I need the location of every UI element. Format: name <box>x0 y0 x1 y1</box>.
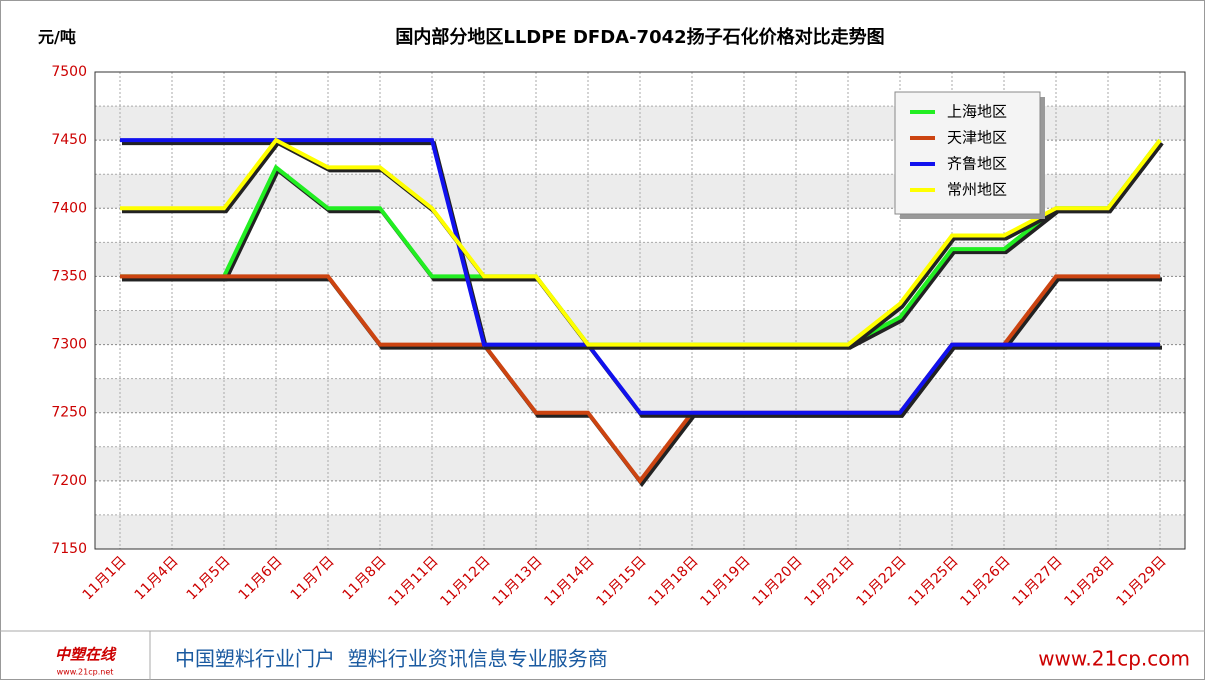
chart-title: 国内部分地区LLDPE DFDA-7042扬子石化价格对比走势图 <box>395 26 884 48</box>
line-shadow <box>122 141 1162 418</box>
y-tick-label: 7350 <box>51 268 87 284</box>
footer-logo-url: www.21cp.net <box>57 668 114 677</box>
plot-border <box>94 71 1186 550</box>
legend-label: 上海地区 <box>947 103 1007 121</box>
footer-logo: 中塑在线 <box>55 646 117 664</box>
grid-band <box>95 378 1185 413</box>
footer-slogan: 中国塑料行业门户 塑料行业资讯信息专业服务商 <box>175 647 608 671</box>
legend-label: 齐鲁地区 <box>947 155 1007 173</box>
y-tick-label: 7150 <box>51 541 87 557</box>
y-tick-label: 7400 <box>51 200 87 216</box>
y-axis-label: 元/吨 <box>38 28 76 47</box>
y-tick-label: 7300 <box>51 337 87 353</box>
y-tick-label: 7500 <box>51 64 87 80</box>
line <box>120 138 1160 415</box>
y-tick-label: 7450 <box>51 132 87 148</box>
legend-label: 天津地区 <box>947 129 1007 147</box>
line <box>120 137 1162 347</box>
y-tick-label: 7200 <box>51 473 87 489</box>
grid-band <box>95 242 1185 277</box>
y-tick-label: 7250 <box>51 405 87 421</box>
legend-label: 常州地区 <box>947 181 1007 199</box>
footer-url: www.21cp.com <box>1038 647 1190 671</box>
grid-band <box>95 446 1185 481</box>
